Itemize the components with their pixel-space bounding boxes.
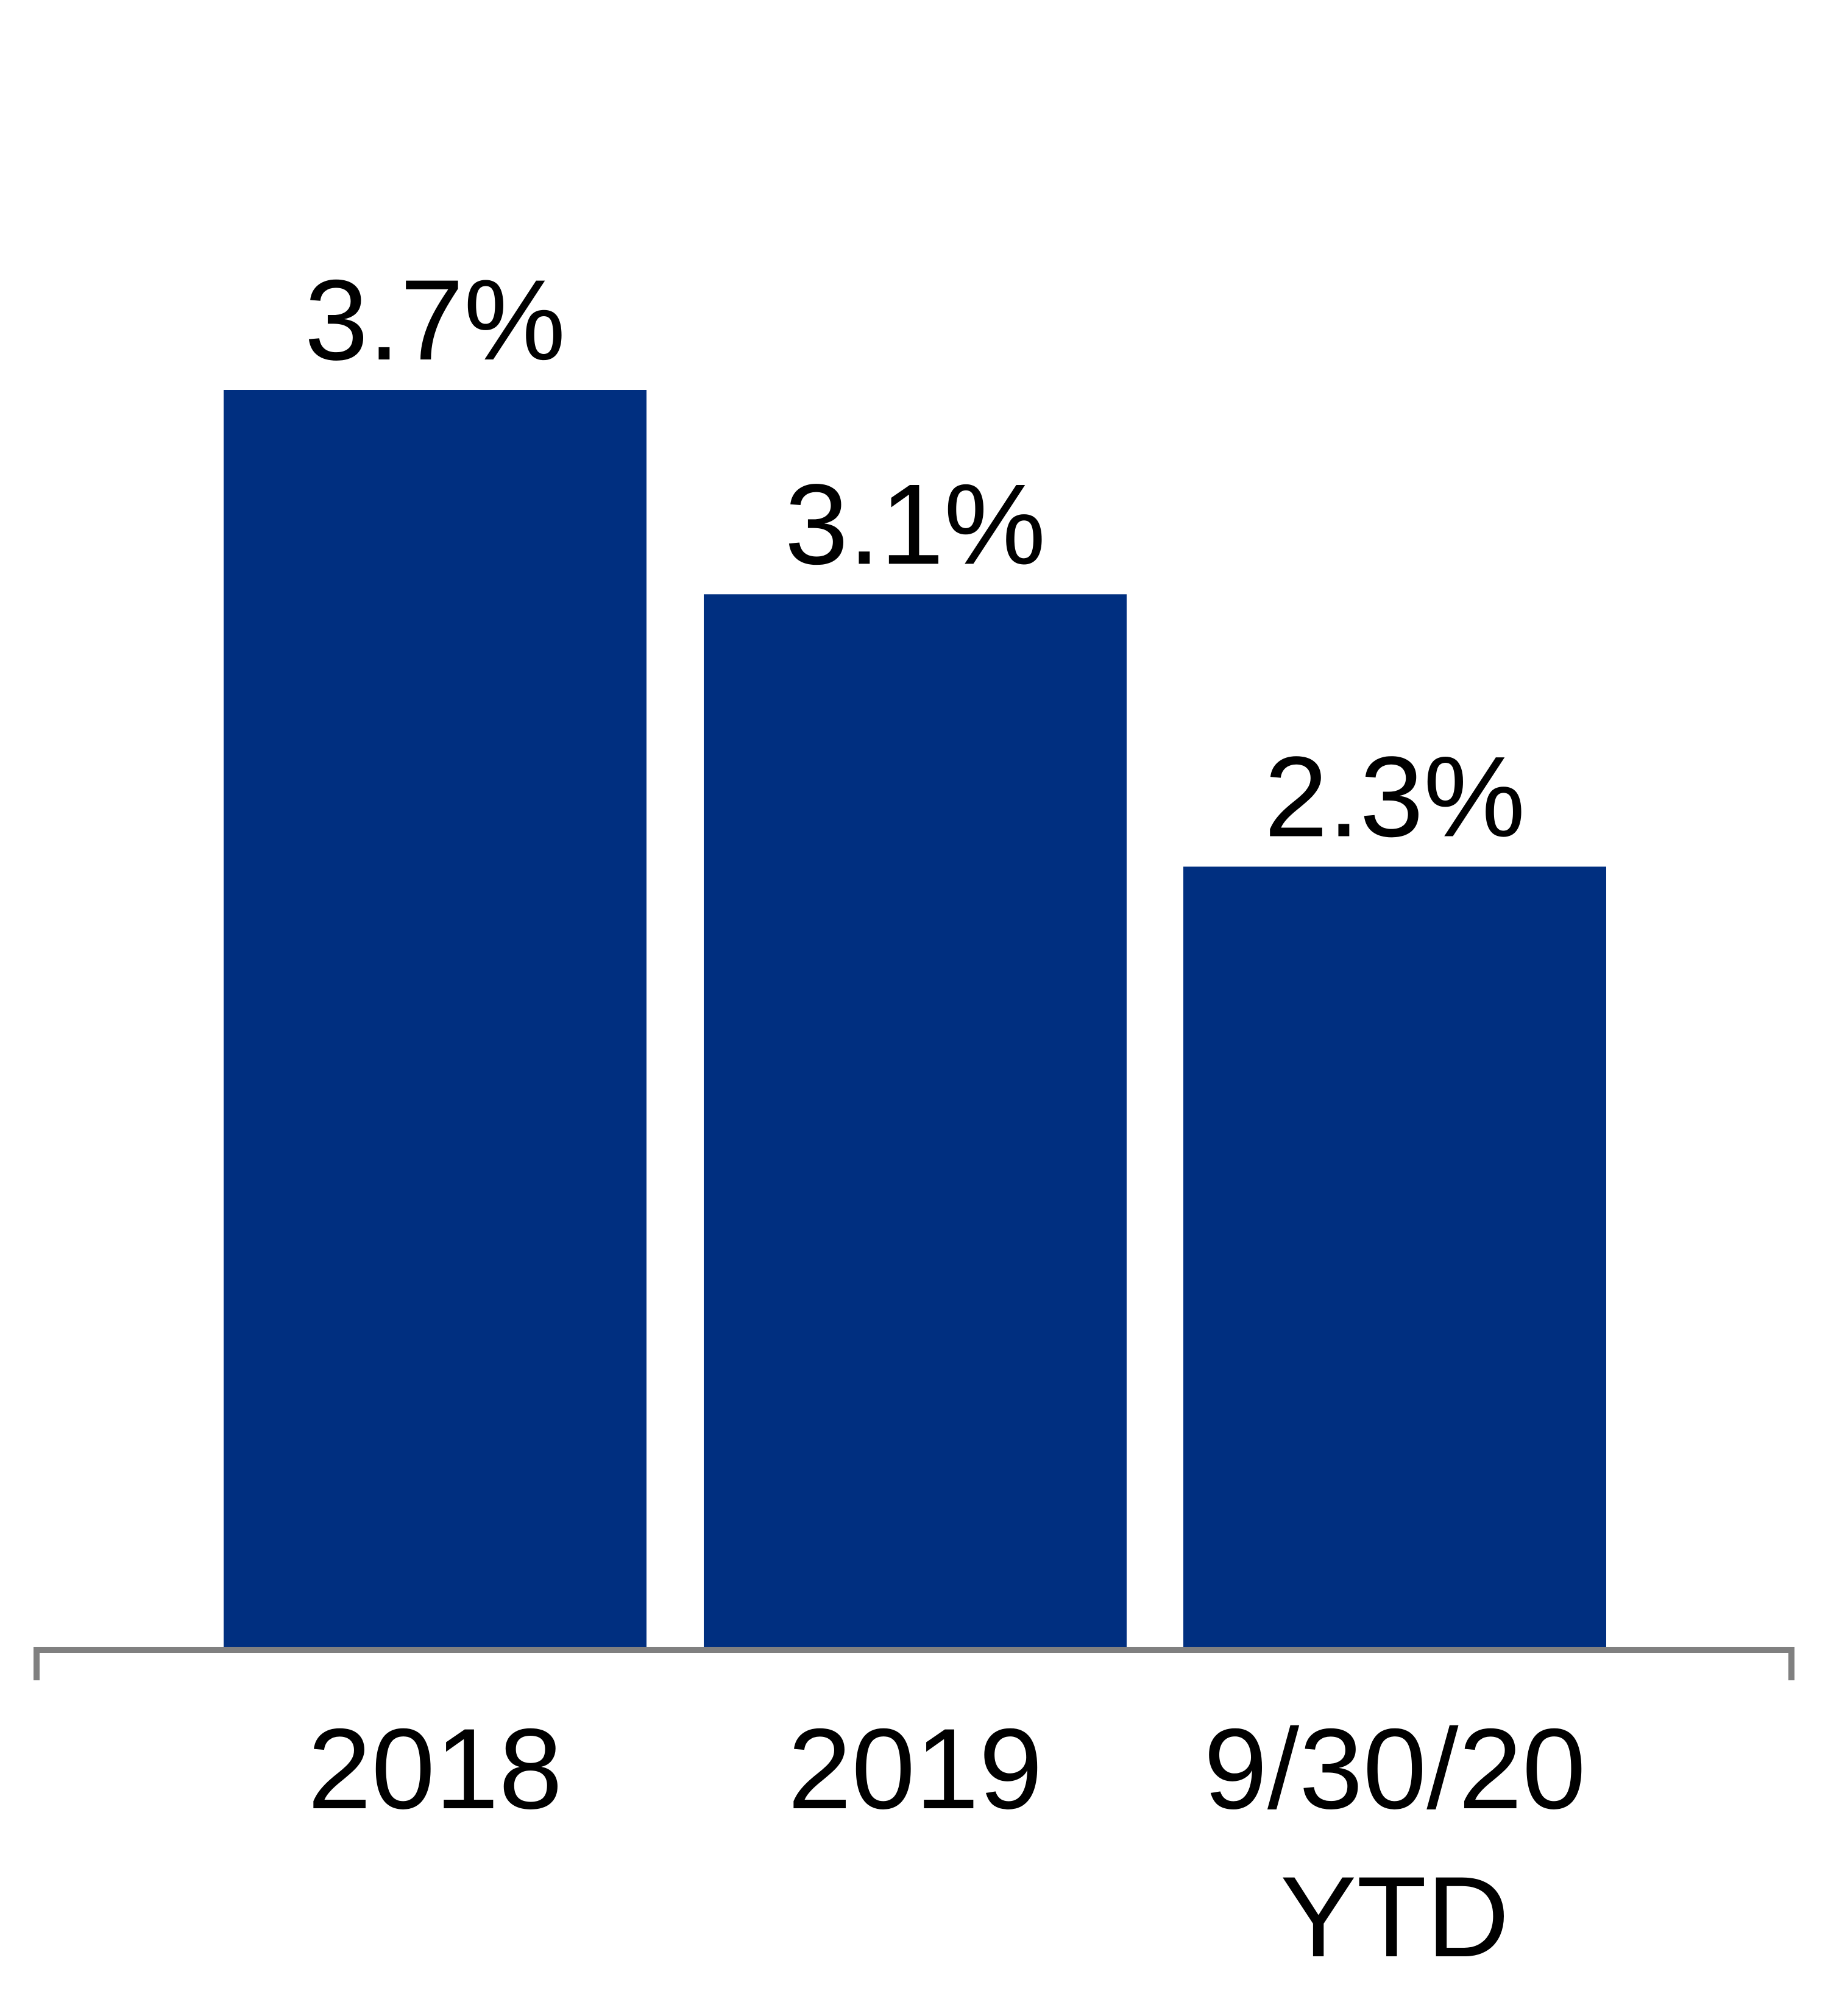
x-tick-label-1-0: 2019 bbox=[788, 1705, 1043, 1833]
data-label-1: 3.1% bbox=[785, 460, 1046, 588]
x-tick-label-0-0: 2018 bbox=[308, 1705, 562, 1833]
data-label-2: 2.3% bbox=[1264, 732, 1526, 860]
x-tick-label-2-1: YTD bbox=[1280, 1853, 1509, 1981]
bar-1 bbox=[704, 594, 1127, 1650]
bar-0 bbox=[224, 390, 647, 1650]
x-tick-label-2-0: 9/30/20 bbox=[1203, 1705, 1585, 1833]
data-label-0: 3.7% bbox=[305, 256, 566, 384]
bar-2 bbox=[1183, 866, 1606, 1650]
